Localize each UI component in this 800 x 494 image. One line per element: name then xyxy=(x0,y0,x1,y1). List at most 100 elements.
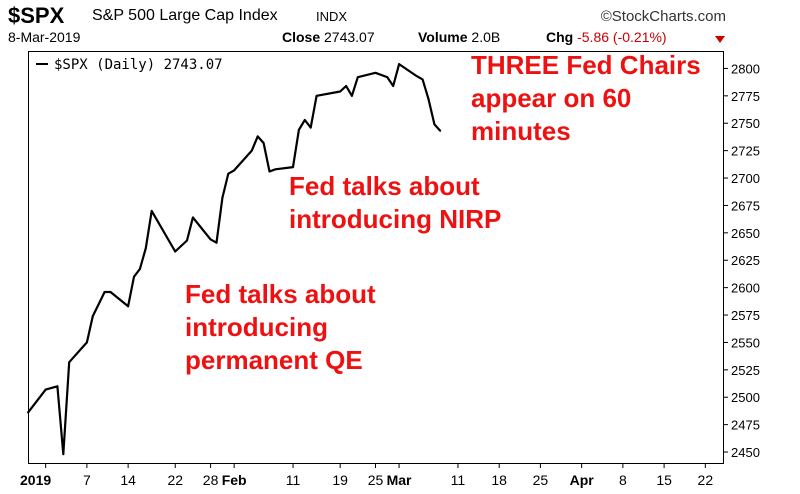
close-label: Close xyxy=(282,29,321,45)
x-tick-label: 8 xyxy=(619,472,627,488)
data-point xyxy=(315,94,318,97)
data-point xyxy=(250,149,253,152)
data-point xyxy=(345,85,347,87)
data-point xyxy=(192,216,194,219)
data-point xyxy=(256,135,259,138)
data-point xyxy=(103,291,106,293)
chart-legend: $SPX (Daily) 2743.07 xyxy=(36,57,223,73)
data-point xyxy=(227,172,230,175)
data-point xyxy=(380,74,383,76)
data-point xyxy=(421,78,424,81)
brand-logo-text: ©StockCharts.com xyxy=(600,8,726,25)
x-tick-label: Feb xyxy=(222,472,247,488)
annotation-text: permanent QE xyxy=(185,345,363,375)
x-tick-label: 15 xyxy=(656,472,672,488)
data-point xyxy=(133,275,135,278)
y-tick-label: 2675 xyxy=(731,198,760,213)
y-tick-label: 2650 xyxy=(731,226,760,241)
x-tick-label: 11 xyxy=(286,472,301,488)
data-point xyxy=(351,94,353,97)
y-tick-label: 2600 xyxy=(731,281,760,296)
data-point xyxy=(233,169,236,172)
volume-label: Volume xyxy=(418,29,468,45)
data-point xyxy=(309,126,312,129)
x-tick-label: 28 xyxy=(203,472,219,488)
y-tick-label: 2525 xyxy=(731,363,760,378)
symbol-label: $SPX xyxy=(8,3,65,28)
annotation-text: introducing xyxy=(185,312,328,342)
x-tick-label: 2019 xyxy=(20,472,51,488)
y-tick-label: 2700 xyxy=(731,171,760,186)
data-point xyxy=(268,170,271,173)
x-tick-label: Mar xyxy=(387,472,412,488)
data-point xyxy=(44,388,47,391)
data-point xyxy=(27,411,29,414)
series-line xyxy=(27,62,442,456)
y-tick-label: 2800 xyxy=(731,61,760,76)
close-quote: Close 2743.07 xyxy=(282,29,375,45)
data-point xyxy=(303,119,306,121)
data-point xyxy=(209,238,212,241)
x-tick-label: 11 xyxy=(451,472,466,488)
data-point xyxy=(374,71,377,74)
data-point xyxy=(274,168,277,171)
y-tick-label: 2750 xyxy=(731,116,760,131)
data-point xyxy=(109,291,112,293)
annotation-text: appear on 60 xyxy=(471,83,631,113)
data-point xyxy=(186,239,188,242)
data-point xyxy=(386,76,389,79)
change-quote: Chg -5.86 (-0.21%) xyxy=(546,29,667,45)
data-point xyxy=(127,305,130,308)
data-point xyxy=(292,166,294,168)
x-tick-label: 19 xyxy=(332,472,348,488)
data-point xyxy=(262,142,265,144)
data-point xyxy=(62,453,65,456)
annotation-text: THREE Fed Chairs xyxy=(471,50,701,80)
data-point xyxy=(339,90,342,93)
y-tick-label: 2625 xyxy=(731,253,760,268)
y-tick-label: 2575 xyxy=(731,308,760,323)
annotation-text: Fed talks about xyxy=(289,171,480,201)
x-tick-label: Apr xyxy=(570,472,595,488)
y-tick-label: 2725 xyxy=(731,144,760,159)
close-value: 2743.07 xyxy=(324,29,375,45)
data-point xyxy=(56,385,59,388)
annotation-text: introducing NIRP xyxy=(289,204,501,234)
data-point xyxy=(150,210,153,212)
data-point xyxy=(91,315,94,318)
data-point xyxy=(356,76,359,79)
data-point xyxy=(97,303,100,305)
y-axis: 2450 2475 2500 2525 2550 2575 2600 2625 2650 2675… xyxy=(723,61,760,460)
y-tick-label: 2550 xyxy=(731,335,760,350)
data-point xyxy=(174,250,177,253)
legend-label: $SPX (Daily) 2743.07 xyxy=(54,57,223,73)
data-point xyxy=(392,85,395,87)
series-group xyxy=(27,62,442,456)
plot-frame xyxy=(28,51,724,464)
data-point xyxy=(439,130,442,132)
data-point xyxy=(415,75,418,78)
annotation-text: minutes xyxy=(471,116,571,146)
down-arrow-icon xyxy=(715,36,725,43)
data-point xyxy=(85,341,88,344)
x-tick-label: 22 xyxy=(167,472,183,488)
volume-value: 2.0B xyxy=(471,29,501,45)
data-point xyxy=(180,245,183,247)
data-point xyxy=(427,98,430,101)
data-point xyxy=(144,247,147,250)
data-point xyxy=(139,268,141,270)
index-name: S&P 500 Large Cap Index xyxy=(92,7,278,24)
data-point xyxy=(398,63,400,65)
x-tick-label: 25 xyxy=(533,472,549,488)
change-label: Chg xyxy=(546,29,574,45)
x-tick-label: 22 xyxy=(698,472,714,488)
x-tick-label: 25 xyxy=(368,472,384,488)
x-axis: 2019 7 14 22 28 Feb 11 19 25 Mar 11 18 25 Apr 8 15 22 xyxy=(20,463,713,488)
y-tick-label: 2450 xyxy=(731,445,760,460)
data-point xyxy=(433,123,436,126)
x-tick-label: 7 xyxy=(83,472,91,488)
data-point xyxy=(221,196,224,199)
exchange-label: INDX xyxy=(316,9,348,24)
